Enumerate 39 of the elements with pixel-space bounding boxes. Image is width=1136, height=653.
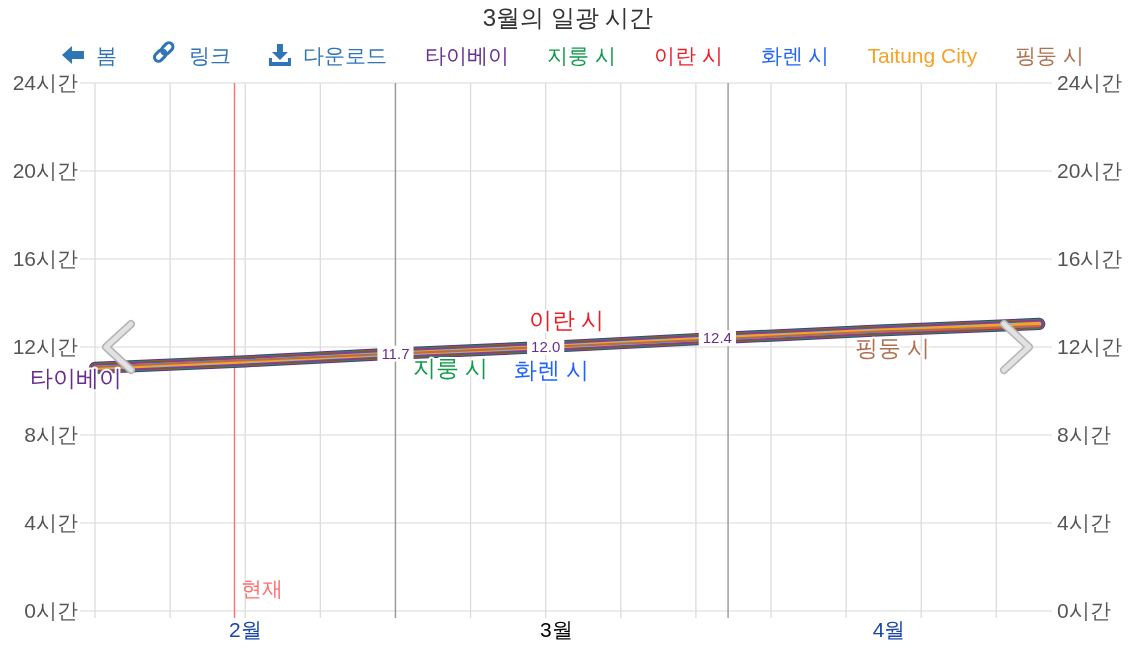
y-tick-label: 12시간 xyxy=(12,335,78,358)
legend-item: Taitung City xyxy=(867,44,978,67)
y-tick-label: 4시간 xyxy=(24,511,78,534)
y-tick-label: 8시간 xyxy=(24,423,78,446)
series-label: 타이베이 xyxy=(29,364,122,391)
y2-tick-label: 0시간 xyxy=(1057,599,1111,622)
legend-item: 핑둥 시 xyxy=(1015,44,1085,67)
y2-tick-label: 24시간 xyxy=(1057,71,1123,94)
y-tick-label: 0시간 xyxy=(24,599,78,622)
legend-item: 이란 시 xyxy=(653,44,723,67)
legend-item: 화렌 시 xyxy=(760,44,830,67)
x-tick-label: 3월 xyxy=(540,618,573,641)
series-label: 핑둥 시 xyxy=(854,335,931,362)
y2-tick-label: 4시간 xyxy=(1057,511,1111,534)
control: 다운로드 xyxy=(268,44,387,67)
data-label: 12.4 xyxy=(702,329,732,347)
title: 3월의 일광 시간 xyxy=(482,4,654,31)
value-label: 12.0 xyxy=(527,338,565,355)
y2-tick-label: 16시간 xyxy=(1057,247,1123,270)
x-tick-label: 2월 xyxy=(228,618,262,641)
value-label: 12.4 xyxy=(698,329,736,347)
data-label: 11.7 xyxy=(381,344,410,362)
series-label: 이란 시 xyxy=(529,306,605,333)
series-label: 지룽 시 xyxy=(412,355,488,382)
y2-tick-label: 20시간 xyxy=(1057,159,1123,182)
control: 링크 xyxy=(151,39,231,67)
value-label: 11.7 xyxy=(377,344,414,362)
series-label: 화렌 시 xyxy=(513,356,590,383)
y2-tick-label: 12시간 xyxy=(1057,335,1123,358)
y2-tick-label: 8시간 xyxy=(1057,423,1111,446)
y-tick-label: 24시간 xyxy=(12,71,78,94)
y-tick-label: 16시간 xyxy=(12,247,78,270)
ref-line-label: 현재 xyxy=(241,577,284,600)
x-tick-label: 4월 xyxy=(872,618,906,641)
control: 봄 xyxy=(61,44,117,67)
legend-item: 지룽 시 xyxy=(546,44,616,67)
y-tick-label: 20시간 xyxy=(12,159,78,182)
data-label: 12.0 xyxy=(531,338,561,355)
legend-item: 타이베이 xyxy=(424,44,509,67)
